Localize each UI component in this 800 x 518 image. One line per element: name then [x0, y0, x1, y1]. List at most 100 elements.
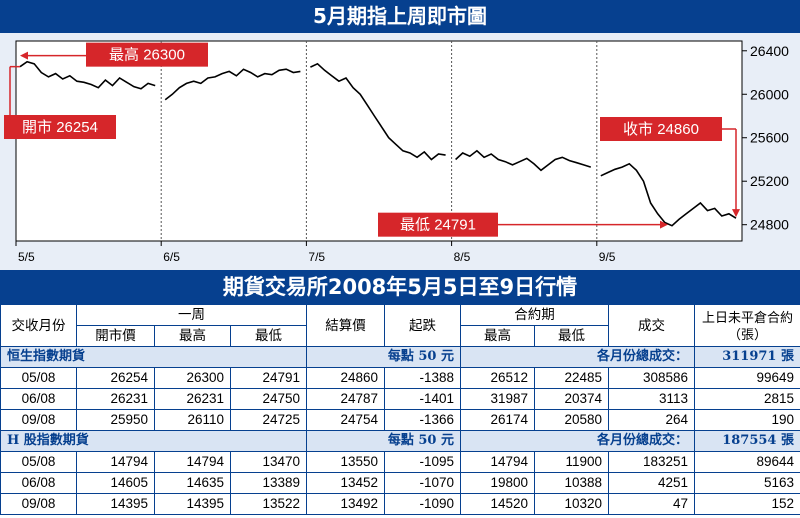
chart-title: 5月期指上周即市圖 [0, 0, 800, 33]
table-cell: 13470 [229, 451, 308, 473]
table-cell: 4251 [608, 472, 696, 494]
table-cell: 22485 [534, 367, 610, 389]
header-open-interest: 上日未平倉合約（張） [694, 304, 800, 347]
table-cell: 20374 [534, 388, 610, 410]
table-cell: 14794 [460, 451, 536, 473]
table-cell: 5163 [694, 472, 800, 494]
x-tick-label: 7/5 [308, 250, 325, 264]
header-volume: 成交 [608, 304, 696, 347]
header-contract-low: 最低 [534, 325, 610, 347]
table-cell: 99649 [694, 367, 800, 389]
header-contract: 合約期 [460, 304, 610, 326]
table-row: 05/08 26254 26300 24791 24860 -1388 26512 22485… [0, 367, 800, 389]
table-cell: 3113 [608, 388, 696, 410]
table-cell: 13452 [306, 472, 386, 494]
header-month: 交收月份 [0, 304, 77, 347]
table-cell: 89644 [694, 451, 800, 473]
group-total-value: 311971 張 [694, 346, 800, 368]
cell-month: 06/08 [0, 472, 77, 494]
y-tick-label: 26000 [750, 86, 789, 102]
table-cell: 24791 [229, 367, 308, 389]
table-cell: 19800 [460, 472, 536, 494]
header-open-interest-text: 上日未平倉合約（張） [702, 309, 794, 342]
low-arrow-head [660, 220, 668, 229]
table-row: 09/08 14395 14395 13522 13492 -1090 14520 10320… [0, 493, 800, 515]
y-tick-label: 25600 [750, 130, 789, 146]
table-cell: -1366 [384, 409, 462, 431]
callout-low-box [378, 212, 498, 237]
x-tick-label: 6/5 [163, 250, 180, 264]
quotes-table: 交收月份 一周 結算價 起跌 合約期 成交 上日未平倉合約（張） 開市價 最高 … [0, 304, 800, 515]
table-cell: 14395 [76, 493, 155, 515]
table-cell: 26231 [154, 388, 231, 410]
callout-low-text: 最低 24791 [400, 217, 476, 234]
y-tick-label: 24800 [750, 217, 789, 233]
price-line-8-5 [455, 149, 592, 172]
table-cell: 14395 [154, 493, 231, 515]
price-line-7-5 [310, 62, 446, 161]
table-cell: -1095 [384, 451, 462, 473]
table-cell: 24725 [229, 409, 308, 431]
table-cell: 152 [694, 493, 800, 515]
table-cell: 47 [608, 493, 696, 515]
cell-month: 06/08 [0, 388, 77, 410]
group-total-value: 187554 張 [694, 430, 800, 452]
chart-area: 24800 25200 25600 26000 26400 5/5 6/5 7/5 8/5 9/5… [0, 33, 800, 270]
cell-month: 05/08 [0, 451, 77, 473]
group-point-value: 每點 50 元 [306, 346, 462, 368]
table-cell: -1070 [384, 472, 462, 494]
table-cell: 26231 [76, 388, 155, 410]
header-row-top: 交收月份 一周 結算價 起跌 合約期 成交 上日未平倉合約（張） [0, 304, 800, 347]
table-row: 09/08 25950 26110 24725 24754 -1366 26174 20580… [0, 409, 800, 431]
x-tick-label: 9/5 [599, 250, 616, 264]
header-contract-high: 最高 [460, 325, 536, 347]
group-point-value: 每點 50 元 [306, 430, 462, 452]
callout-close-box [600, 117, 722, 141]
table-row: 06/08 14605 14635 13389 13452 -1070 19800 10388… [0, 472, 800, 494]
table-cell: 13389 [229, 472, 308, 494]
table-cell: 13492 [306, 493, 386, 515]
quotes-body: 恒生指數期貨 每點 50 元各月份總成交： 311971 張 05/08 26254 26… [0, 346, 800, 515]
table-cell: 14794 [154, 451, 231, 473]
callout-open: 開市 26254 [4, 115, 116, 139]
y-tick-label: 25200 [750, 173, 789, 189]
table-cell: 26512 [460, 367, 536, 389]
table-row: 05/08 14794 14794 13470 13550 -1095 14794 11900… [0, 451, 800, 473]
table-cell: 26254 [76, 367, 155, 389]
table-cell: 14520 [460, 493, 536, 515]
table-cell: 24860 [306, 367, 386, 389]
table-cell: 264 [608, 409, 696, 431]
table-cell: 24750 [229, 388, 308, 410]
header-open: 開市價 [76, 325, 155, 347]
group-row: H 股指數期貨 每點 50 元各月份總成交： 187554 張 [0, 430, 800, 452]
table-cell: 24787 [306, 388, 386, 410]
header-low: 最低 [229, 325, 308, 347]
group-name: H 股指數期貨 [0, 430, 308, 452]
table-cell: -1090 [384, 493, 462, 515]
group-total-label: 各月份總成交： [460, 346, 696, 368]
table-cell: 183251 [608, 451, 696, 473]
table-cell: 31987 [460, 388, 536, 410]
table-cell: 20580 [534, 409, 610, 431]
table-cell: 11900 [534, 451, 610, 473]
table-cell: 308586 [608, 367, 696, 389]
table-cell: 2815 [694, 388, 800, 410]
table-cell: 10388 [534, 472, 610, 494]
table-cell: 24754 [306, 409, 386, 431]
table-cell: -1388 [384, 367, 462, 389]
table-title: 期貨交易所2008年5月5日至9日行情 [0, 270, 800, 304]
header-change: 起跌 [384, 304, 462, 347]
callout-high: 最高 26300 [86, 42, 208, 67]
table-cell: 26174 [460, 409, 536, 431]
table-row: 06/08 26231 26231 24750 24787 -1401 31987 20374… [0, 388, 800, 410]
high-arrow-head [20, 51, 28, 60]
table-cell: 25950 [76, 409, 155, 431]
callout-high-text: 最高 26300 [109, 47, 185, 64]
table-cell: 13522 [229, 493, 308, 515]
table-cell: 26110 [154, 409, 231, 431]
cell-month: 09/08 [0, 493, 77, 515]
table-cell: 13550 [306, 451, 386, 473]
price-line-5-5 [19, 60, 156, 90]
x-tick-label: 5/5 [18, 250, 35, 264]
